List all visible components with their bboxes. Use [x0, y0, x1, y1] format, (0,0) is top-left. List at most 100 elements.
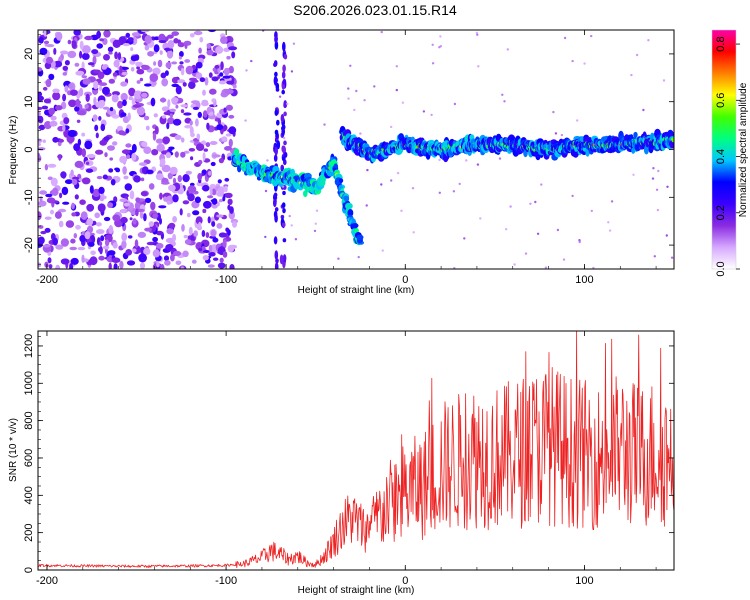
spectrogram-blob — [282, 156, 286, 161]
spectrogram-blob — [96, 175, 103, 180]
spectrogram-blob — [155, 242, 164, 249]
spectrogram-blob — [222, 239, 227, 248]
spectrogram-blob — [363, 99, 366, 102]
spectrogram-blob — [64, 60, 70, 66]
colorbar-tick-label: 0.8 — [715, 36, 727, 51]
spectrogram-blob — [292, 42, 296, 45]
spectrogram-blob — [44, 216, 52, 220]
spectrogram-blob — [188, 148, 196, 152]
spectrogram-blob — [163, 255, 170, 261]
spectrogram-blob — [62, 72, 68, 76]
spectrogram-blob — [47, 257, 52, 264]
spectrogram-blob — [54, 211, 62, 219]
spectrogram-blob — [195, 61, 203, 69]
spectrogram-blob — [158, 205, 167, 209]
spectrogram-blob — [95, 222, 102, 227]
spectrogram-blob — [68, 83, 74, 89]
spectrogram-blob — [219, 257, 224, 263]
spectrogram-blob — [120, 66, 129, 70]
spectrogram-blob — [99, 241, 103, 247]
spectrogram-blob — [314, 222, 317, 225]
spectrogram-blob — [140, 30, 150, 33]
spectrogram-blob — [97, 71, 105, 80]
spectrogram-blob — [71, 40, 77, 49]
spectrogram-blob — [477, 65, 480, 68]
spectrogram-blob — [143, 213, 147, 222]
spectrogram-blob — [38, 262, 42, 268]
spectrogram-blob — [177, 42, 185, 48]
spectrogram-blob — [55, 244, 64, 250]
spectrogram-blob — [44, 261, 49, 268]
spectrogram-blob — [122, 43, 130, 47]
spectrogram-blob — [222, 195, 226, 202]
spectrogram-blob — [228, 138, 233, 148]
spectrogram-blob — [38, 106, 43, 111]
spectrogram-blob — [153, 61, 157, 66]
spectrogram-blob — [109, 157, 113, 161]
spectrogram-blob — [129, 190, 135, 200]
spectrogram-blob — [172, 177, 177, 184]
spectrogram-blob — [108, 51, 113, 55]
spectrogram-blob — [172, 216, 178, 223]
spectrogram-blob — [103, 30, 111, 38]
spectrogram-blob — [48, 107, 55, 115]
spectrogram-blob — [395, 65, 398, 68]
colorbar-frame — [711, 29, 737, 270]
spectrogram-blob — [127, 235, 133, 239]
spectrogram-blob — [38, 36, 44, 44]
spectrogram-blob — [53, 60, 63, 68]
spectrogram-blob — [70, 238, 76, 244]
snr-frame — [37, 330, 675, 571]
spectrogram-blob — [100, 123, 106, 132]
spectrogram-blob — [192, 106, 199, 110]
spectrogram-blob — [208, 112, 214, 116]
spectrogram-blob — [151, 149, 159, 156]
spectrogram-blob — [140, 177, 145, 182]
spectrogram-blob — [183, 112, 192, 116]
spectrogram-blob — [144, 35, 152, 44]
spectrogram-blob — [131, 32, 141, 37]
spectrogram-blob — [84, 140, 93, 150]
spectrogram-blob — [224, 146, 232, 151]
spectrogram-blob — [506, 48, 509, 51]
spectrogram-blob — [211, 204, 218, 209]
spectrogram-blob — [194, 196, 201, 204]
spectrogram-blob — [191, 79, 199, 83]
spectrogram-blob — [103, 216, 111, 222]
spectrogram-blob — [125, 128, 130, 134]
spectrogram-blob — [232, 221, 237, 228]
spectrogram-blob — [123, 202, 130, 207]
spectrogram-blob — [202, 208, 207, 214]
spectrogram-blob — [216, 124, 224, 131]
spectrogram-blob — [228, 46, 238, 51]
spectrogram-blob — [275, 87, 280, 92]
spectrogram-blob — [108, 225, 114, 234]
spectrogram-blob — [38, 236, 45, 245]
spectrogram-blob — [195, 216, 203, 225]
spectrogram-blob — [168, 222, 176, 229]
spectrogram-blob — [81, 45, 91, 54]
spectrogram-blob — [96, 229, 105, 235]
spectrogram-blob — [175, 85, 182, 95]
spectrogram-blob — [125, 249, 133, 256]
spectrogram-blob — [126, 260, 136, 266]
spectrogram-blob — [112, 72, 118, 77]
spectrogram-blob — [121, 232, 128, 242]
spectrogram-blob — [74, 194, 79, 200]
spectrogram-blob — [99, 246, 103, 255]
spectrogram-blob — [97, 203, 106, 212]
spectrogram-blob — [356, 234, 364, 240]
spectrogram-blob — [165, 61, 172, 69]
spectrogram-blob — [208, 252, 216, 257]
spectrogram-blob — [180, 266, 185, 269]
spectrogram-blob — [156, 230, 164, 236]
spectrogram-blob — [152, 132, 157, 141]
spectrogram-blob — [204, 77, 209, 86]
spectrogram-blob — [281, 124, 286, 130]
spectrogram-blob — [166, 49, 174, 59]
spectrogram-blob — [160, 264, 165, 269]
spectrogram-blob — [505, 228, 508, 231]
snr-panel: -200 -100 0 100 0 200 400 600 800 1000 1200 Heigh… — [8, 330, 675, 596]
spectrogram-marks — [38, 30, 674, 269]
spectrogram-blob — [208, 30, 216, 33]
